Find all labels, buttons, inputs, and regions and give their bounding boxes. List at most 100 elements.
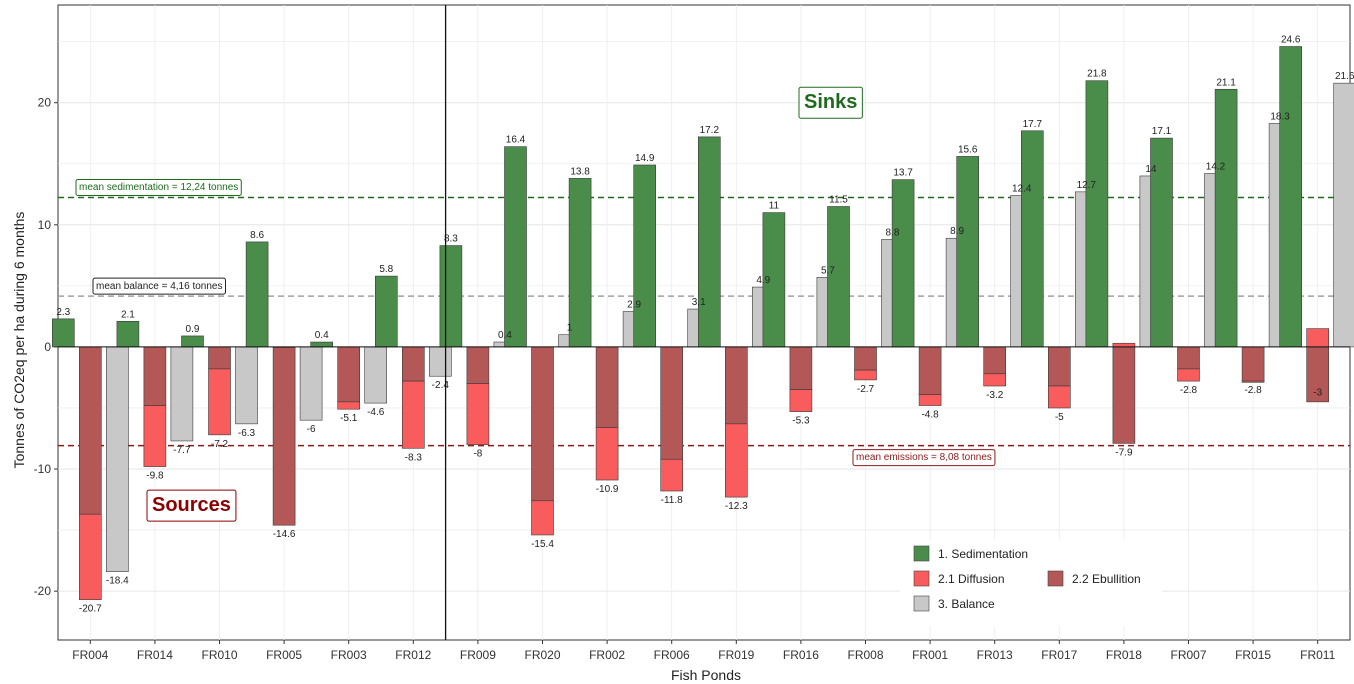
sedimentation-bar <box>1085 80 1109 348</box>
x-tick-label: FR012 <box>395 648 431 662</box>
diffusion-bar <box>1048 385 1071 409</box>
emission-value-label: -5.1 <box>340 413 358 424</box>
sinks-annotation-text: Sinks <box>804 91 857 113</box>
balance-value-label: 4.9 <box>756 275 770 286</box>
diffusion-bar <box>660 458 684 492</box>
sedimentation-value-label: 15.6 <box>958 144 978 155</box>
balance-value-label: 14.2 <box>1206 162 1226 173</box>
diffusion-bar <box>208 368 231 436</box>
balance-value-label: -2.4 <box>432 380 450 391</box>
ebullition-bar <box>983 346 1007 375</box>
balance-bar <box>1333 82 1354 348</box>
sedimentation-value-label: 0.4 <box>315 330 329 341</box>
diffusion-bar <box>724 423 748 498</box>
emission-value-label: -5.3 <box>792 416 810 427</box>
x-tick-label: FR015 <box>1235 648 1271 662</box>
sedimentation-value-label: 17.7 <box>1023 119 1043 130</box>
balance-value-label: -4.6 <box>367 407 385 418</box>
mean-balance-label-box <box>92 277 226 295</box>
emission-value-label: -8.3 <box>405 452 423 463</box>
sedimentation-value-label: 17.2 <box>700 125 720 136</box>
x-tick-label: FR011 <box>1300 648 1335 662</box>
mean-emissions-label-box <box>852 449 996 467</box>
mean-balance-label-text: mean balance = 4,16 tonnes <box>96 281 222 292</box>
sedimentation-value-label: 0.9 <box>186 324 200 335</box>
sedimentation-bar <box>956 156 980 348</box>
sedimentation-bar <box>697 136 721 348</box>
x-tick-label: FR007 <box>1170 648 1206 662</box>
sedimentation-bar <box>568 178 592 348</box>
sinks-annotation-box <box>798 86 863 119</box>
balance-value-label: 0.4 <box>498 330 512 341</box>
balance-value-label: 12.4 <box>1012 184 1032 195</box>
mean-sedimentation-label: mean sedimentation = 12,24 tonnes <box>75 178 242 196</box>
sedimentation-bar <box>827 206 850 348</box>
emission-value-label: -7.9 <box>1115 447 1133 458</box>
diffusion-bar <box>143 405 167 467</box>
sinks-annotation: Sinks <box>798 86 863 119</box>
x-tick-label: FR009 <box>460 648 496 662</box>
emission-value-label: -15.4 <box>531 539 554 550</box>
emission-value-label: -11.8 <box>661 495 683 506</box>
x-tick-label: FR004 <box>72 648 108 662</box>
sedimentation-value-label: 13.7 <box>893 168 913 179</box>
x-tick-label: FR017 <box>1041 648 1077 662</box>
ebullition-bar <box>854 346 877 371</box>
emission-value-label: -2.7 <box>857 384 875 395</box>
emission-value-label: -3.2 <box>986 390 1004 401</box>
emission-value-label: -2.8 <box>1244 385 1262 396</box>
balance-value-label: 5.7 <box>821 265 835 276</box>
ebullition-bar <box>595 346 619 428</box>
mean-balance-label: mean balance = 4,16 tonnes <box>92 277 226 295</box>
emission-value-label: -14.6 <box>273 529 296 540</box>
x-tick-label: FR018 <box>1106 648 1142 662</box>
sedimentation-bar <box>1020 130 1044 348</box>
ebullition-bar <box>1241 346 1265 382</box>
legend-box <box>900 540 1162 626</box>
sedimentation-value-label: 2.3 <box>56 307 70 318</box>
ebullition-bar <box>337 346 361 403</box>
sedimentation-bar <box>310 341 334 348</box>
y-tick-label: 0 <box>44 340 51 354</box>
x-tick-label: FR013 <box>977 648 1013 662</box>
balance-value-label: -18.4 <box>106 576 129 587</box>
y-axis-label: Tonnes of CO2eq per ha during 6 months <box>11 212 27 469</box>
diffusion-bar <box>337 401 361 410</box>
legend-swatch <box>913 595 930 612</box>
balance-bar <box>106 346 129 572</box>
diffusion-bar <box>79 513 102 601</box>
x-tick-label: FR010 <box>201 648 237 662</box>
x-tick-label: FR016 <box>783 648 819 662</box>
diffusion-bar <box>595 427 619 481</box>
diffusion-bar <box>1241 380 1265 383</box>
sedimentation-value-label: 11.5 <box>829 194 848 205</box>
y-tick-label: -20 <box>34 584 52 598</box>
balance-value-label: -6 <box>307 424 316 435</box>
legend-swatch <box>913 545 930 562</box>
balance-value-label: 14 <box>1145 164 1157 175</box>
x-tick-label: FR005 <box>266 648 302 662</box>
y-tick-label: 10 <box>38 218 52 232</box>
legend-label: 2.1 Diffusion <box>938 572 1005 586</box>
sedimentation-value-label: 21.8 <box>1087 69 1107 80</box>
ebullition-bar <box>208 346 231 370</box>
balance-bar <box>364 346 388 404</box>
sedimentation-bar <box>891 179 915 348</box>
ebullition-bar <box>79 346 102 515</box>
diffusion-bar <box>401 380 425 449</box>
diffusion-bar <box>466 383 490 445</box>
emission-value-label: -9.8 <box>146 471 164 482</box>
balance-value-label: 12.7 <box>1077 180 1097 191</box>
emission-value-label: -10.9 <box>596 484 619 495</box>
x-axis-label: Fish Ponds <box>671 667 741 683</box>
diffusion-bar <box>789 389 813 412</box>
mean-sedimentation-label-box <box>75 178 242 196</box>
sedimentation-value-label: 8.3 <box>444 234 458 245</box>
y-tick-label: 20 <box>38 96 52 110</box>
legend: 1. Sedimentation 2.1 Diffusion 2.2 Ebullit… <box>900 540 1162 626</box>
legend-label: 2.2 Ebullition <box>1072 572 1141 586</box>
x-tick-label: FR002 <box>589 648 625 662</box>
mean-sedimentation-label-text: mean sedimentation = 12,24 tonnes <box>79 182 238 193</box>
sedimentation-value-label: 24.6 <box>1281 35 1301 46</box>
legend-label: 1. Sedimentation <box>938 547 1028 561</box>
